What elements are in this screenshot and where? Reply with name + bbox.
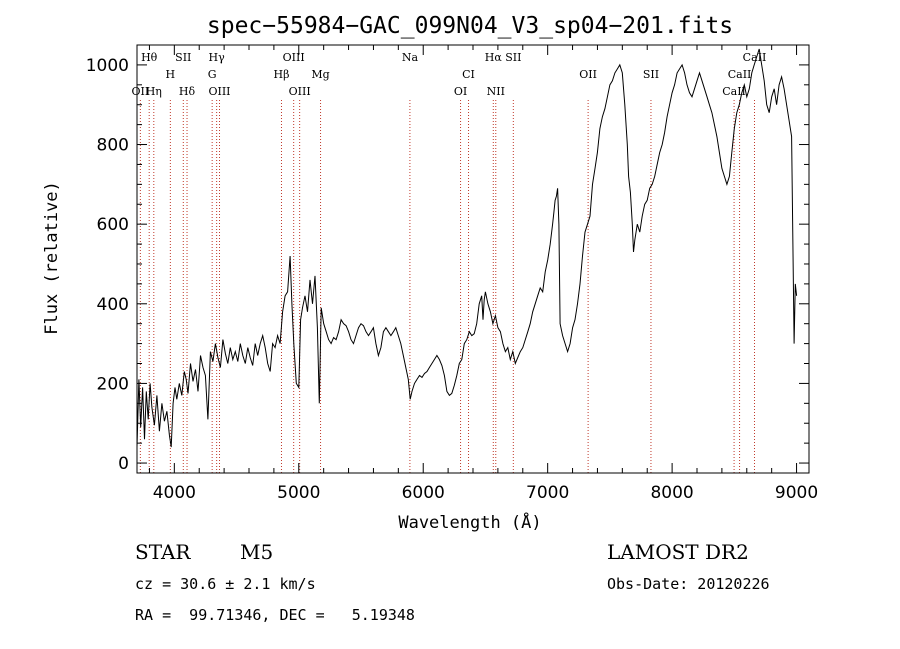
y-tick-label: 400 — [97, 295, 129, 315]
line-marker-label: SII — [643, 68, 659, 81]
line-marker-label: SII — [505, 51, 521, 64]
line-marker-label: OIII — [289, 85, 311, 98]
x-tick-label: 4000 — [153, 483, 196, 503]
line-marker-label: Hβ — [274, 68, 290, 81]
line-marker-label: SII — [175, 51, 191, 64]
line-marker-label: Mg — [311, 68, 329, 81]
object-class: STAR — [135, 540, 191, 564]
observation-date: Obs-Date: 20120226 — [607, 575, 770, 593]
y-tick-label: 0 — [118, 454, 129, 474]
line-marker-label: Na — [402, 51, 419, 64]
spectrum-series-line — [136, 48, 798, 448]
line-marker-label: CaII — [722, 85, 746, 98]
line-marker-label: Hδ — [179, 85, 196, 98]
line-marker-label: OII — [579, 68, 597, 81]
y-tick-label: 200 — [97, 374, 129, 394]
object-subclass: M5 — [240, 540, 273, 564]
x-tick-label: 5000 — [277, 483, 320, 503]
y-tick-label: 1000 — [86, 56, 129, 76]
chart-title: spec−55984−GAC_099N04_V3_sp04−201.fits — [207, 13, 733, 39]
line-marker-label: CI — [462, 68, 475, 81]
redshift-velocity: cz = 30.6 ± 2.1 km/s — [135, 575, 316, 593]
line-marker-label: OI — [454, 85, 467, 98]
line-marker-labels: HθOIIHηHSIIHδHγGOIIIHβOIIIOIIIMgNaCIOIHα… — [132, 51, 767, 98]
y-tick-label: 800 — [97, 136, 129, 156]
y-axis-ticks: 0 200 400 600 800 1000 — [86, 56, 809, 474]
x-tick-label: 6000 — [402, 483, 445, 503]
x-tick-label: 7000 — [526, 483, 569, 503]
line-marker-label: CaII — [743, 51, 767, 64]
x-tick-label: 8000 — [650, 483, 693, 503]
x-tick-label: 9000 — [775, 483, 818, 503]
y-tick-label: 600 — [97, 215, 129, 235]
coordinates: RA = 99.71346, DEC = 5.19348 — [135, 606, 415, 624]
x-axis-label: Wavelength (Å) — [398, 511, 541, 533]
line-marker-label: OII — [132, 85, 150, 98]
line-marker-label: OIII — [208, 85, 230, 98]
line-marker-label: NII — [487, 85, 505, 98]
line-marker-label: Hγ — [209, 51, 226, 64]
survey-name: LAMOST DR2 — [607, 540, 749, 564]
y-axis-label: Flux (relative) — [42, 181, 62, 335]
line-marker-label: CaII — [728, 68, 752, 81]
line-marker-label: Hη — [146, 85, 162, 98]
line-marker-label: Hθ — [141, 51, 158, 64]
line-marker-label: OIII — [283, 51, 305, 64]
x-axis-ticks: 4000 5000 6000 7000 8000 9000 — [148, 45, 818, 503]
line-markers — [139, 100, 755, 473]
line-marker-label: G — [208, 68, 217, 81]
plot-frame — [136, 44, 810, 474]
line-marker-label: H — [166, 68, 176, 81]
line-marker-label: Hα — [485, 51, 503, 64]
